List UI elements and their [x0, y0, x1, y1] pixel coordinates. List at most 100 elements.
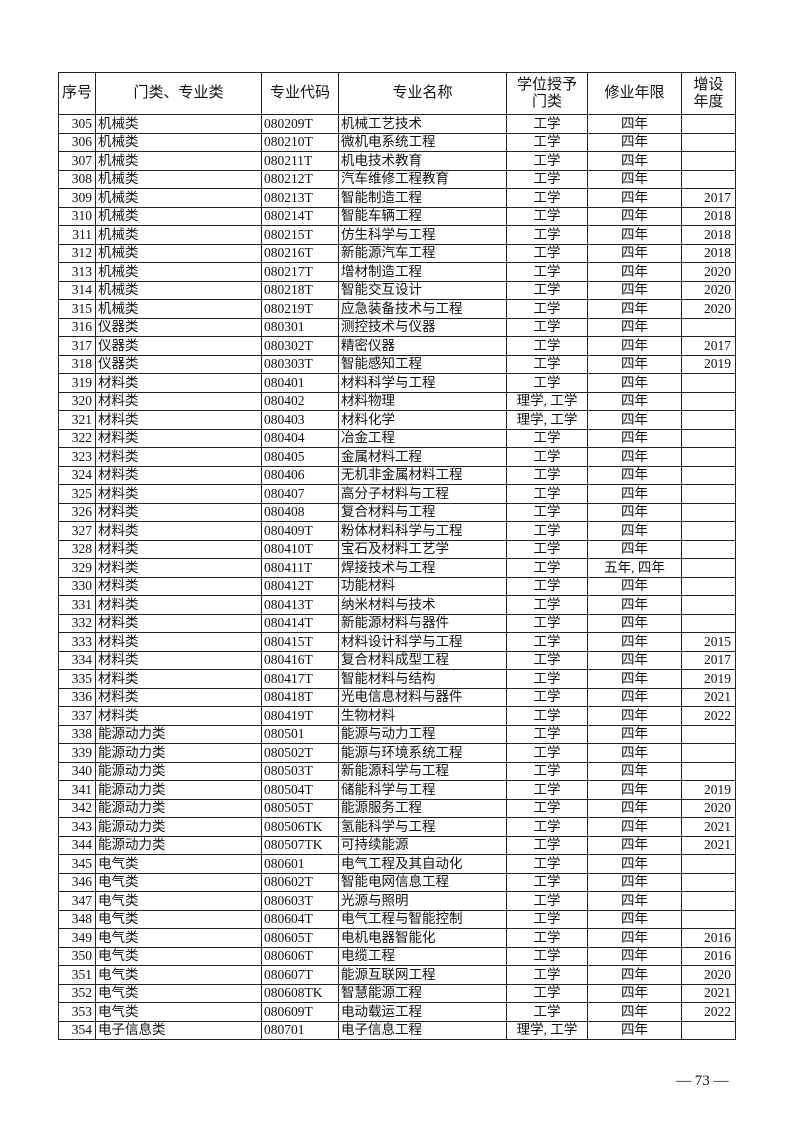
year-added-cell: 2017	[681, 336, 736, 356]
serial-cell: 317	[58, 336, 96, 356]
duration-cell: 四年	[587, 761, 682, 781]
table-header-row: 序号 门类、专业类 专业代码 专业名称 学位授予门类 修业年限 增设年度	[58, 72, 736, 115]
year-added-cell: 2020	[681, 280, 736, 300]
duration-cell: 四年	[587, 632, 682, 652]
table-row: 334 材料类 080416T 复合材料成型工程 工学 四年 2017	[58, 650, 736, 670]
duration-cell: 四年	[587, 317, 682, 337]
code-cell: 080605T	[261, 928, 339, 948]
code-cell: 080601	[261, 854, 339, 874]
name-cell: 光源与照明	[338, 891, 507, 911]
degree-cell: 工学	[506, 891, 588, 911]
code-cell: 080505T	[261, 798, 339, 818]
table-row: 321 材料类 080403 材料化学 理学, 工学 四年	[58, 410, 736, 430]
code-cell: 080406	[261, 465, 339, 485]
header-name: 专业名称	[338, 72, 507, 115]
category-cell: 电气类	[95, 909, 262, 929]
serial-cell: 316	[58, 317, 96, 337]
duration-cell: 四年	[587, 206, 682, 226]
serial-cell: 353	[58, 1002, 96, 1022]
category-cell: 材料类	[95, 391, 262, 411]
table-row: 308 机械类 080212T 汽车维修工程教育 工学 四年	[58, 169, 736, 189]
name-cell: 智能感知工程	[338, 354, 507, 374]
code-cell: 080214T	[261, 206, 339, 226]
year-added-cell: 2016	[681, 946, 736, 966]
name-cell: 机械工艺技术	[338, 114, 507, 134]
duration-cell: 四年	[587, 650, 682, 670]
degree-cell: 工学	[506, 798, 588, 818]
serial-cell: 311	[58, 225, 96, 245]
header-degree: 学位授予门类	[506, 72, 588, 115]
table-row: 317 仪器类 080302T 精密仪器 工学 四年 2017	[58, 336, 736, 356]
name-cell: 电气工程及其自动化	[338, 854, 507, 874]
name-cell: 无机非金属材料工程	[338, 465, 507, 485]
code-cell: 080503T	[261, 761, 339, 781]
degree-cell: 工学	[506, 632, 588, 652]
degree-cell: 工学	[506, 521, 588, 541]
duration-cell: 四年	[587, 817, 682, 837]
header-serial: 序号	[58, 72, 96, 115]
category-cell: 电气类	[95, 872, 262, 892]
code-cell: 080210T	[261, 132, 339, 152]
table-row: 346 电气类 080602T 智能电网信息工程 工学 四年	[58, 872, 736, 892]
degree-cell: 理学, 工学	[506, 410, 588, 430]
header-year-added: 增设年度	[681, 72, 736, 115]
serial-cell: 315	[58, 299, 96, 319]
category-cell: 电子信息类	[95, 1020, 262, 1040]
name-cell: 高分子材料与工程	[338, 484, 507, 504]
code-cell: 080418T	[261, 687, 339, 707]
year-added-cell	[681, 484, 736, 504]
year-added-cell	[681, 373, 736, 393]
duration-cell: 四年	[587, 965, 682, 985]
year-added-cell: 2018	[681, 225, 736, 245]
category-cell: 能源动力类	[95, 724, 262, 744]
name-cell: 焊接技术与工程	[338, 558, 507, 578]
name-cell: 能源与动力工程	[338, 724, 507, 744]
degree-cell: 工学	[506, 225, 588, 245]
degree-cell: 工学	[506, 502, 588, 522]
table-row: 344 能源动力类 080507TK 可持续能源 工学 四年 2021	[58, 835, 736, 855]
degree-cell: 工学	[506, 687, 588, 707]
duration-cell: 四年	[587, 336, 682, 356]
year-added-cell	[681, 114, 736, 134]
code-cell: 080412T	[261, 576, 339, 596]
category-cell: 机械类	[95, 280, 262, 300]
name-cell: 光电信息材料与器件	[338, 687, 507, 707]
code-cell: 080507TK	[261, 835, 339, 855]
name-cell: 电缆工程	[338, 946, 507, 966]
year-added-cell	[681, 613, 736, 633]
year-added-cell	[681, 447, 736, 467]
serial-cell: 349	[58, 928, 96, 948]
serial-cell: 338	[58, 724, 96, 744]
table-row: 311 机械类 080215T 仿生科学与工程 工学 四年 2018	[58, 225, 736, 245]
table-row: 313 机械类 080217T 增材制造工程 工学 四年 2020	[58, 262, 736, 282]
duration-cell: 四年	[587, 687, 682, 707]
code-cell: 080609T	[261, 1002, 339, 1022]
serial-cell: 318	[58, 354, 96, 374]
serial-cell: 305	[58, 114, 96, 134]
year-added-cell: 2022	[681, 1002, 736, 1022]
year-added-cell	[681, 576, 736, 596]
duration-cell: 四年	[587, 132, 682, 152]
degree-cell: 工学	[506, 169, 588, 189]
year-added-cell	[681, 410, 736, 430]
category-cell: 材料类	[95, 465, 262, 485]
name-cell: 电气工程与智能控制	[338, 909, 507, 929]
year-added-cell: 2021	[681, 687, 736, 707]
degree-cell: 工学	[506, 132, 588, 152]
category-cell: 机械类	[95, 243, 262, 263]
serial-cell: 323	[58, 447, 96, 467]
year-added-cell	[681, 169, 736, 189]
year-added-cell: 2019	[681, 354, 736, 374]
degree-cell: 工学	[506, 539, 588, 559]
code-cell: 080302T	[261, 336, 339, 356]
year-added-cell	[681, 465, 736, 485]
name-cell: 测控技术与仪器	[338, 317, 507, 337]
serial-cell: 331	[58, 595, 96, 615]
table-row: 341 能源动力类 080504T 储能科学与工程 工学 四年 2019	[58, 780, 736, 800]
code-cell: 080413T	[261, 595, 339, 615]
table-row: 352 电气类 080608TK 智慧能源工程 工学 四年 2021	[58, 983, 736, 1003]
code-cell: 080501	[261, 724, 339, 744]
table-row: 331 材料类 080413T 纳米材料与技术 工学 四年	[58, 595, 736, 615]
serial-cell: 344	[58, 835, 96, 855]
serial-cell: 320	[58, 391, 96, 411]
